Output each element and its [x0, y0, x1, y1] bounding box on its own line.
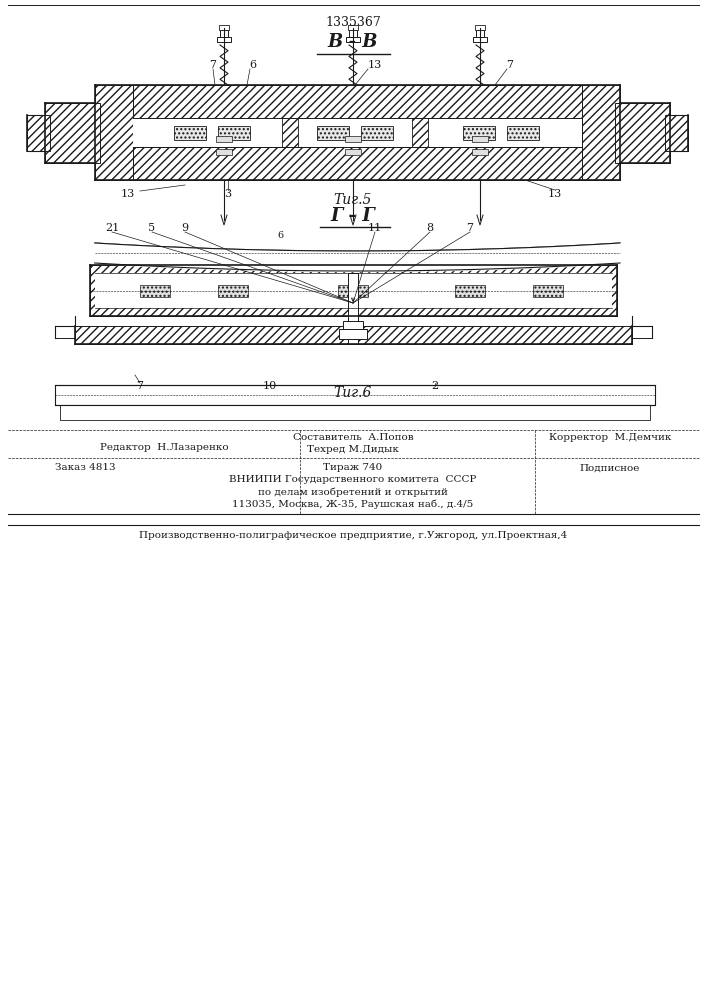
Text: Г - Г: Г - Г: [331, 207, 375, 225]
Bar: [582, 85, 620, 180]
Bar: [345, 136, 361, 142]
Bar: [173, 125, 206, 139]
Text: по делам изобретений и открытий: по делам изобретений и открытий: [258, 487, 448, 497]
Text: 13: 13: [368, 60, 382, 70]
Text: 9: 9: [182, 223, 189, 233]
Text: Производственно-полиграфическое предприятие, г.Ужгород, ул.Проектная,4: Производственно-полиграфическое предприя…: [139, 530, 567, 540]
Bar: [346, 37, 360, 42]
Text: 10: 10: [263, 381, 277, 391]
Bar: [90, 265, 617, 316]
Text: 7: 7: [467, 223, 474, 233]
Bar: [55, 326, 75, 338]
Bar: [345, 149, 361, 155]
Bar: [455, 284, 485, 296]
Text: Составитель  А.Попов: Составитель А.Попов: [293, 434, 414, 442]
Bar: [27, 114, 50, 150]
Text: ВНИИПИ Государственного комитета  СССР: ВНИИПИ Государственного комитета СССР: [229, 476, 477, 485]
Bar: [665, 114, 688, 150]
Bar: [472, 136, 488, 142]
Text: 113035, Москва, Ж-35, Раушская наб., д.4/5: 113035, Москва, Ж-35, Раушская наб., д.4…: [233, 499, 474, 509]
Text: 8: 8: [426, 223, 433, 233]
Text: 2: 2: [431, 381, 438, 391]
Bar: [463, 125, 495, 139]
Bar: [339, 329, 367, 339]
Bar: [615, 103, 670, 162]
Bar: [472, 149, 488, 155]
Bar: [473, 37, 487, 42]
Bar: [218, 284, 248, 296]
Bar: [55, 385, 655, 405]
Text: 1335367: 1335367: [325, 16, 381, 29]
Bar: [338, 284, 368, 296]
Text: Τиг.5: Τиг.5: [334, 193, 372, 207]
Bar: [95, 85, 133, 180]
Bar: [75, 326, 632, 344]
Bar: [282, 118, 298, 147]
Text: 5: 5: [148, 223, 156, 233]
Bar: [475, 25, 485, 30]
Bar: [317, 125, 349, 139]
Text: Редактор  Н.Лазаренко: Редактор Н.Лазаренко: [100, 444, 228, 452]
Bar: [216, 149, 232, 155]
Text: 7: 7: [209, 60, 216, 70]
Text: 13: 13: [548, 189, 562, 199]
Bar: [95, 273, 612, 308]
Text: B - B: B - B: [328, 33, 378, 51]
Bar: [476, 30, 484, 37]
Text: Техред М.Дидык: Техред М.Дидык: [307, 446, 399, 454]
Bar: [133, 85, 582, 118]
Text: 6: 6: [277, 231, 283, 239]
Bar: [533, 284, 563, 296]
Bar: [216, 136, 232, 142]
Bar: [632, 326, 652, 338]
Bar: [133, 118, 582, 147]
Bar: [219, 25, 229, 30]
Bar: [60, 405, 650, 420]
Text: 11: 11: [368, 223, 382, 233]
Text: 3: 3: [224, 189, 232, 199]
Bar: [361, 125, 393, 139]
Bar: [140, 284, 170, 296]
Bar: [412, 118, 428, 147]
Text: Заказ 4813: Заказ 4813: [55, 464, 116, 473]
Text: 7: 7: [506, 60, 513, 70]
Bar: [348, 273, 358, 344]
Text: Корректор  М.Демчик: Корректор М.Демчик: [549, 434, 671, 442]
Bar: [218, 125, 250, 139]
Text: 7: 7: [136, 381, 144, 391]
Text: 6: 6: [250, 60, 257, 70]
Text: Тираж 740: Тираж 740: [323, 464, 382, 473]
Bar: [45, 103, 100, 162]
Bar: [343, 321, 363, 329]
Bar: [217, 37, 231, 42]
Text: 13: 13: [121, 189, 135, 199]
Bar: [348, 25, 358, 30]
Bar: [349, 30, 357, 37]
Text: Τиг.6: Τиг.6: [334, 386, 372, 400]
Bar: [507, 125, 539, 139]
Text: Подписное: Подписное: [580, 464, 640, 473]
Bar: [133, 147, 582, 180]
Text: 21: 21: [105, 223, 119, 233]
Bar: [220, 30, 228, 37]
